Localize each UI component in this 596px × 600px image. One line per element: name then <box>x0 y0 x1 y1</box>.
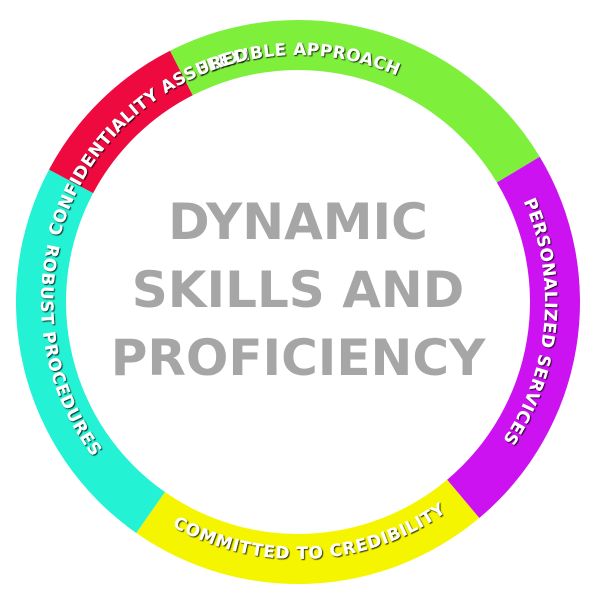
ring-segment <box>169 20 540 183</box>
ring-segment <box>49 50 193 194</box>
ring-segment <box>447 156 580 519</box>
center-title: DYNAMIC SKILLS AND PROFICIENCY <box>98 188 498 392</box>
center-title-line-2: SKILLS AND <box>131 261 465 319</box>
center-title-line-3: PROFICIENCY <box>110 329 486 387</box>
center-title-line-1: DYNAMIC <box>168 193 428 251</box>
ring-segment <box>136 479 480 584</box>
ring-segment <box>16 169 165 534</box>
